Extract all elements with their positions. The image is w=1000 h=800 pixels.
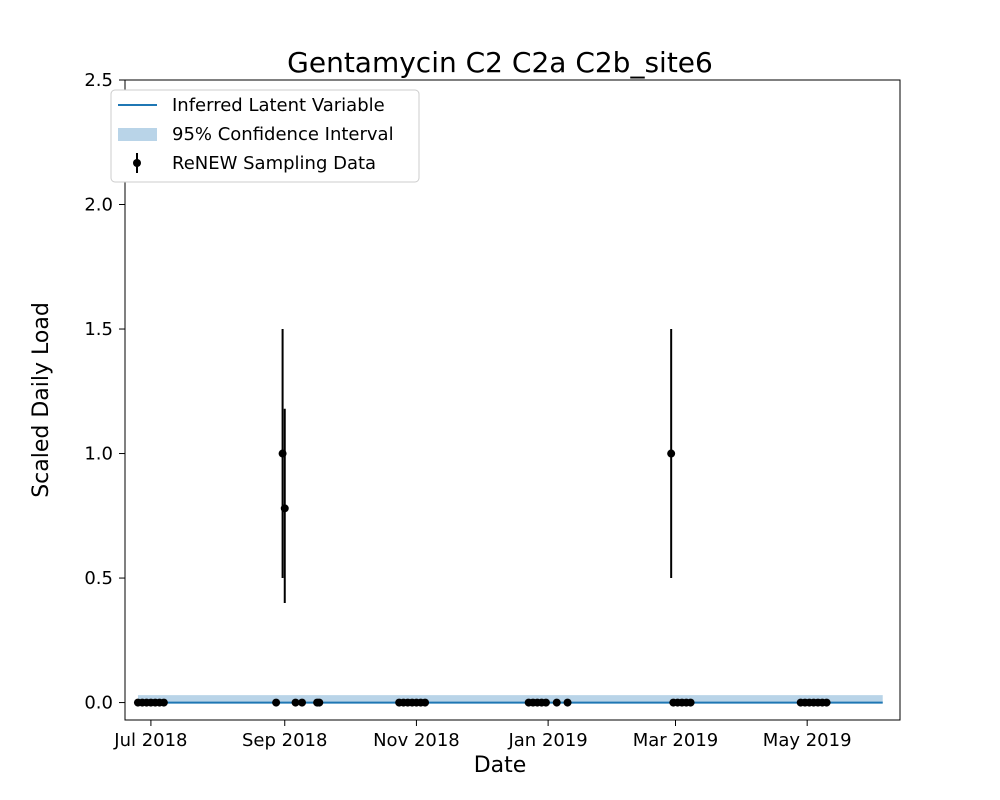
data-point <box>552 698 561 707</box>
legend-point-swatch <box>133 159 141 167</box>
data-point <box>421 698 430 707</box>
legend-label: ReNEW Sampling Data <box>172 153 376 174</box>
y-tick-label: 2.0 <box>84 195 113 216</box>
chart-title: Gentamycin C2 C2a C2b_site6 <box>287 46 713 79</box>
legend-box <box>110 89 420 183</box>
y-tick-label: 0.5 <box>84 568 113 589</box>
axes-frame <box>124 79 901 721</box>
data-point <box>291 698 300 707</box>
y-axis-label: Scaled Daily Load <box>29 302 54 498</box>
legend-label: Inferred Latent Variable <box>172 95 385 116</box>
plot-area: 0.0 0.5 1.0 1.5 2.0 2.5 Jul 2018 Sep 2018 Nov 20… <box>84 70 901 751</box>
confidence-band <box>137 695 883 703</box>
data-point <box>278 449 287 458</box>
data-point <box>315 698 324 707</box>
legend-band-swatch <box>118 128 157 141</box>
x-tick-label: Jul 2018 <box>113 730 187 751</box>
x-tick-label: Mar 2019 <box>633 730 719 751</box>
data-point <box>667 449 676 458</box>
data-point <box>298 698 307 707</box>
data-point <box>563 698 572 707</box>
x-tick-label: Jan 2019 <box>507 730 587 751</box>
y-tick-label: 0.0 <box>84 693 113 714</box>
data-point <box>159 698 168 707</box>
data-point <box>686 698 695 707</box>
data-point <box>272 698 281 707</box>
legend-label: 95% Confidence Interval <box>172 124 394 145</box>
y-tick-label: 1.0 <box>84 444 113 465</box>
x-tick-label: Sep 2018 <box>242 730 327 751</box>
x-tick-label: Nov 2018 <box>373 730 460 751</box>
data-point <box>822 698 831 707</box>
data-point <box>541 698 550 707</box>
y-tick-label: 1.5 <box>84 319 113 340</box>
x-tick-label: May 2019 <box>763 730 852 751</box>
y-tick-label: 2.5 <box>84 70 113 91</box>
data-point <box>280 504 289 513</box>
x-axis-label: Date <box>474 753 527 778</box>
